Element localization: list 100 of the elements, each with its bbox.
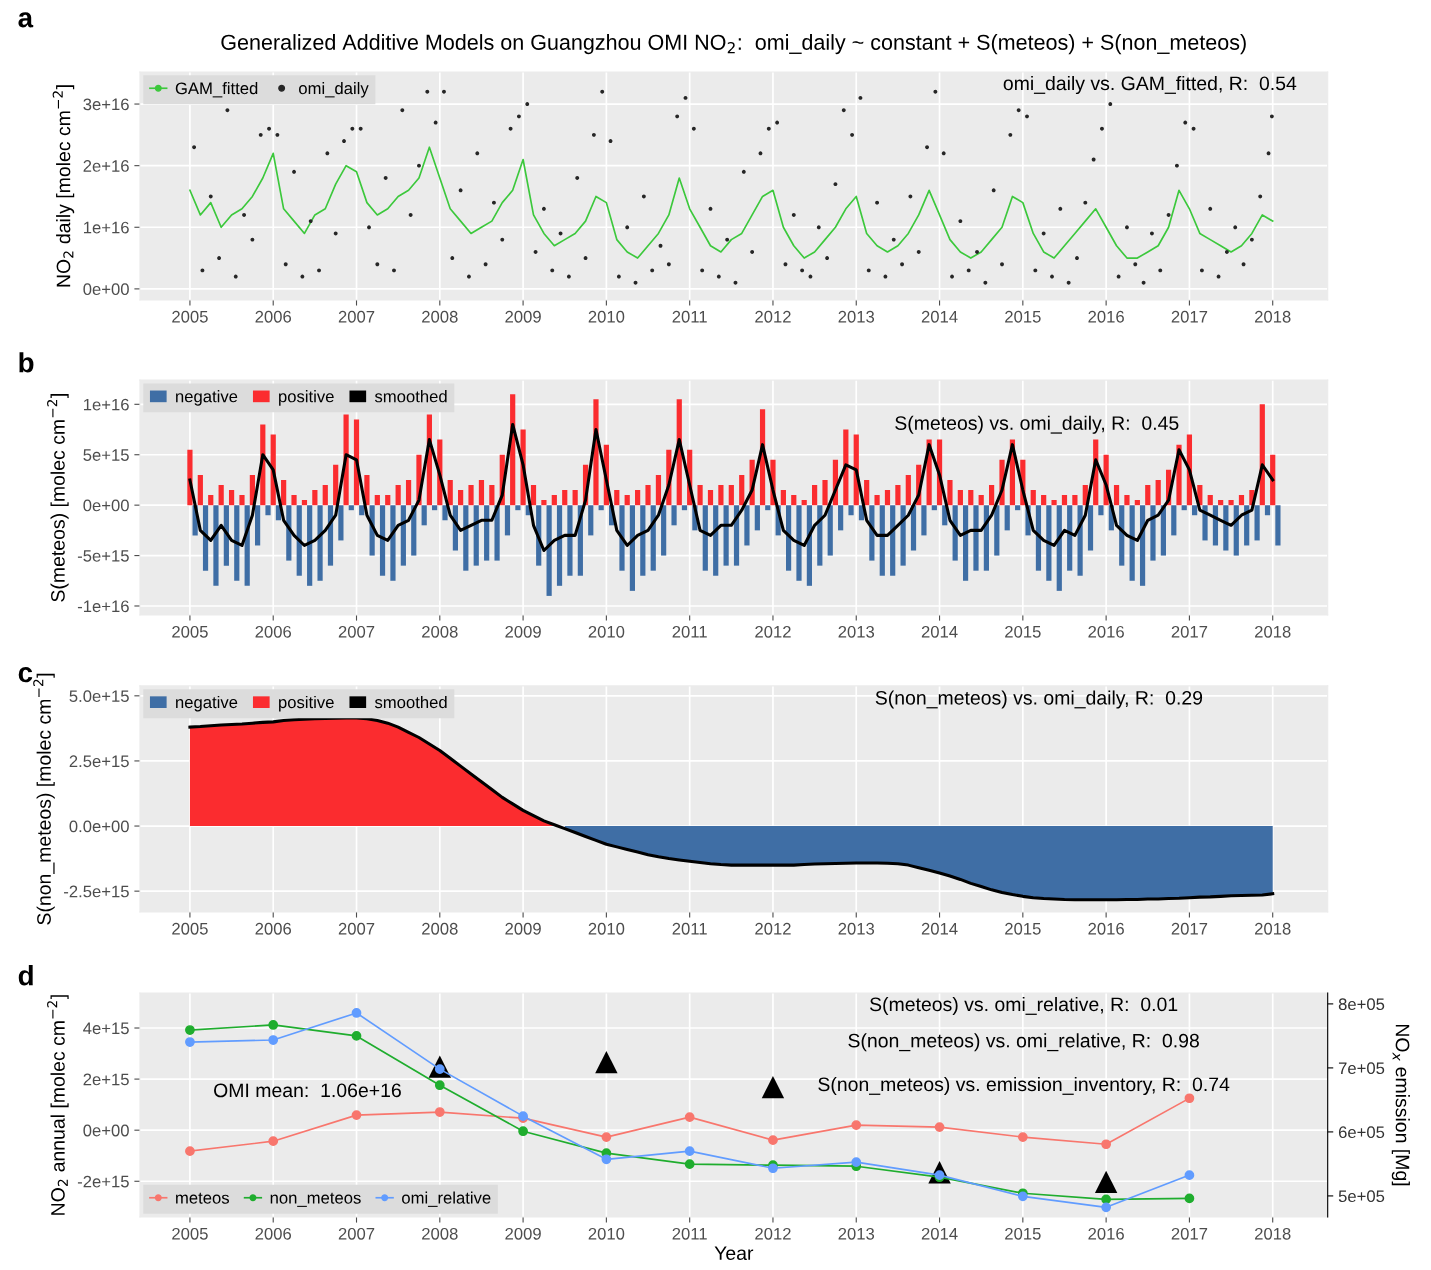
y-tick-label: 0.0e+00 — [69, 820, 129, 833]
x-tick-label: 2016 — [1088, 1227, 1124, 1240]
legend-label: omi_daily — [299, 82, 369, 98]
x-tick-label: 2018 — [1255, 310, 1291, 323]
x-tick-label: 2009 — [505, 922, 541, 935]
y-axis-title: NO$_{2}$ annual [molec cm$^{−2}$] — [47, 995, 69, 1215]
x-tick-label: 2015 — [1005, 625, 1041, 638]
x-tick-label: 2015 — [1005, 310, 1041, 323]
x-tick-label: 2009 — [505, 625, 541, 638]
x-tick-label: 2012 — [755, 1227, 791, 1240]
x-tick-label: 2006 — [255, 625, 292, 638]
x-tick-label: 2017 — [1171, 1227, 1208, 1240]
y2-tick-label: 8e+05 — [1338, 998, 1385, 1011]
x-tick-label: 2018 — [1255, 922, 1291, 935]
x-tick-label: 2012 — [755, 310, 791, 323]
x-tick-label: 2017 — [1171, 625, 1208, 638]
y-tick-label: -1e+16 — [77, 600, 129, 613]
x-tick-label: 2011 — [672, 1227, 707, 1240]
x-tick-label: 2005 — [172, 1227, 208, 1240]
y-axis-title: S(non_meteos) [molec cm$^{−2}$] — [33, 673, 55, 925]
chart-title: Generalized Additive Models on Guangzhou OMI NO$_{2}$: omi_daily ~ constant + S(meteos) + S(non_meteos) — [221, 34, 1246, 55]
x-tick-label: 2009 — [505, 1227, 541, 1240]
legend-label: negative — [176, 390, 238, 406]
y-tick-label: 5.0e+15 — [69, 690, 129, 703]
x-tick-label: 2017 — [1171, 310, 1208, 323]
text: c — [18, 667, 33, 683]
x-axis-title: Year — [714, 1246, 754, 1261]
x-tick-label: 2012 — [755, 922, 791, 935]
x-tick-label: 2018 — [1255, 625, 1291, 638]
legend-label: GAM_fitted — [175, 82, 258, 98]
x-tick-label: 2006 — [255, 922, 292, 935]
x-tick-label: 2007 — [338, 310, 375, 323]
x-tick-label: 2018 — [1255, 1227, 1291, 1240]
y-tick-label: 0e+00 — [83, 499, 129, 512]
y-tick-label: 1e+16 — [84, 221, 129, 234]
x-tick-label: 2007 — [338, 922, 375, 935]
y-tick-label: 1e+16 — [84, 398, 129, 411]
x-tick-label: 2010 — [588, 310, 625, 323]
y-tick-label: -2.5e+15 — [64, 885, 129, 898]
x-tick-label: 2008 — [422, 625, 458, 638]
annotation: S(meteos) vs. omi_relative, R: 0.01 — [869, 996, 1178, 1016]
x-tick-label: 2012 — [755, 625, 791, 638]
legend-label: smoothed — [374, 390, 447, 403]
x-tick-label: 2005 — [172, 310, 208, 323]
x-tick-label: 2010 — [588, 1227, 625, 1240]
x-tick-label: 2008 — [422, 1227, 458, 1240]
text: d — [18, 965, 33, 986]
x-tick-label: 2008 — [422, 922, 458, 935]
x-tick-label: 2013 — [838, 310, 875, 323]
x-tick-label: 2015 — [1005, 922, 1041, 935]
legend-label: smoothed — [374, 695, 447, 709]
x-tick-label: 2014 — [921, 922, 958, 935]
x-tick-label: 2006 — [255, 1227, 292, 1240]
x-tick-label: 2006 — [255, 310, 292, 323]
x-tick-label: 2005 — [172, 922, 208, 935]
y-axis-title: S(meteos) [molec cm$^{−2}$] — [47, 394, 69, 602]
annotation: OMI mean: 1.06e+16 — [214, 1083, 401, 1098]
x-tick-label: 2015 — [1005, 1227, 1041, 1240]
y-axis-title: NO$_{2}$ daily [molec cm$^{−2}$] — [52, 85, 75, 287]
y-tick-label: -2e+15 — [77, 1175, 129, 1188]
y-tick-label: 3e+16 — [83, 98, 129, 111]
annotation: S(non_meteos) vs. emission_inventory, R: 0.74 — [818, 1076, 1230, 1096]
x-tick-label: 2009 — [505, 310, 541, 323]
x-tick-label: 2011 — [672, 310, 707, 323]
y-tick-label: 5e+15 — [83, 449, 129, 461]
legend-label: negative — [176, 695, 238, 712]
x-tick-label: 2014 — [921, 310, 958, 323]
y-tick-label: 0e+00 — [83, 1124, 129, 1137]
legend-label: meteos — [176, 1192, 230, 1204]
x-tick-label: 2008 — [422, 310, 458, 323]
y-tick-label: 2.5e+15 — [69, 755, 129, 768]
x-tick-label: 2013 — [838, 922, 875, 935]
annotation: S(non_meteos) vs. omi_daily, R: 0.29 — [875, 690, 1203, 709]
y2-axis-title: NO$_{x}$ emission [Mg] — [1391, 1024, 1410, 1186]
x-tick-label: 2014 — [921, 1227, 958, 1240]
x-tick-label: 2017 — [1171, 922, 1208, 935]
x-tick-label: 2011 — [672, 922, 707, 935]
x-tick-label: 2011 — [672, 625, 707, 638]
x-tick-label: 2013 — [838, 1227, 875, 1240]
annotation: S(meteos) vs. omi_daily, R: 0.45 — [895, 415, 1179, 434]
y-tick-label: 0e+00 — [83, 283, 129, 296]
text: b — [19, 352, 34, 373]
x-tick-label: 2010 — [588, 922, 625, 935]
x-tick-label: 2010 — [588, 625, 625, 638]
x-tick-label: 2016 — [1088, 922, 1124, 935]
legend-label: omi_relative — [402, 1191, 491, 1207]
annotation: S(non_meteos) vs. omi_relative, R: 0.98 — [848, 1033, 1199, 1052]
x-tick-label: 2005 — [172, 625, 208, 638]
x-tick-label: 2007 — [338, 1227, 375, 1240]
text: a — [18, 12, 34, 28]
x-tick-label: 2007 — [338, 625, 375, 638]
legend-label: non_meteos — [270, 1192, 361, 1207]
annotation: omi_daily vs. GAM_fitted, R: 0.54 — [1003, 75, 1297, 95]
x-tick-label: 2013 — [838, 625, 875, 638]
x-tick-label: 2014 — [921, 625, 958, 638]
y-tick-label: 2e+15 — [83, 1073, 129, 1086]
y-tick-label: 4e+15 — [83, 1022, 129, 1035]
y2-tick-label: 5e+05 — [1338, 1190, 1385, 1203]
legend-label: positive — [279, 390, 334, 406]
y-tick-label: 2e+16 — [83, 160, 129, 172]
